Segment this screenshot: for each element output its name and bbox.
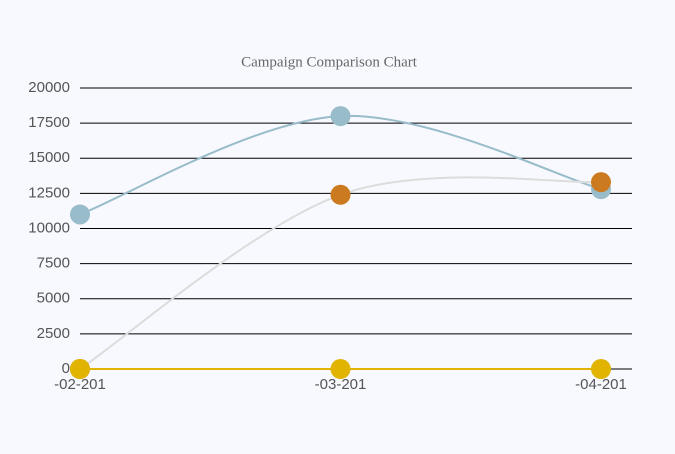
y-tick-label: 5000 (37, 290, 70, 307)
x-tick-label: -02-201 (54, 376, 106, 393)
chart-title: Campaign Comparison Chart (241, 54, 418, 70)
x-tick-label: -03-201 (315, 376, 367, 393)
x-tick-label: -04-201 (575, 376, 627, 393)
data-point (330, 359, 351, 379)
data-point (591, 172, 611, 193)
y-tick-label: 12500 (28, 184, 70, 201)
data-point (330, 184, 351, 205)
data-point (591, 359, 611, 379)
y-tick-label: 7500 (37, 255, 70, 272)
y-tick-label: 20000 (28, 79, 70, 96)
y-tick-label: 0 (62, 360, 70, 377)
y-tick-label: 17500 (28, 114, 70, 131)
y-tick-label: 2500 (37, 325, 70, 342)
data-point (70, 359, 90, 379)
series-line (79, 176, 602, 370)
y-tick-label: 15000 (28, 149, 70, 166)
y-tick-label: 10000 (28, 219, 70, 236)
data-point (70, 204, 90, 225)
data-point (330, 106, 351, 127)
